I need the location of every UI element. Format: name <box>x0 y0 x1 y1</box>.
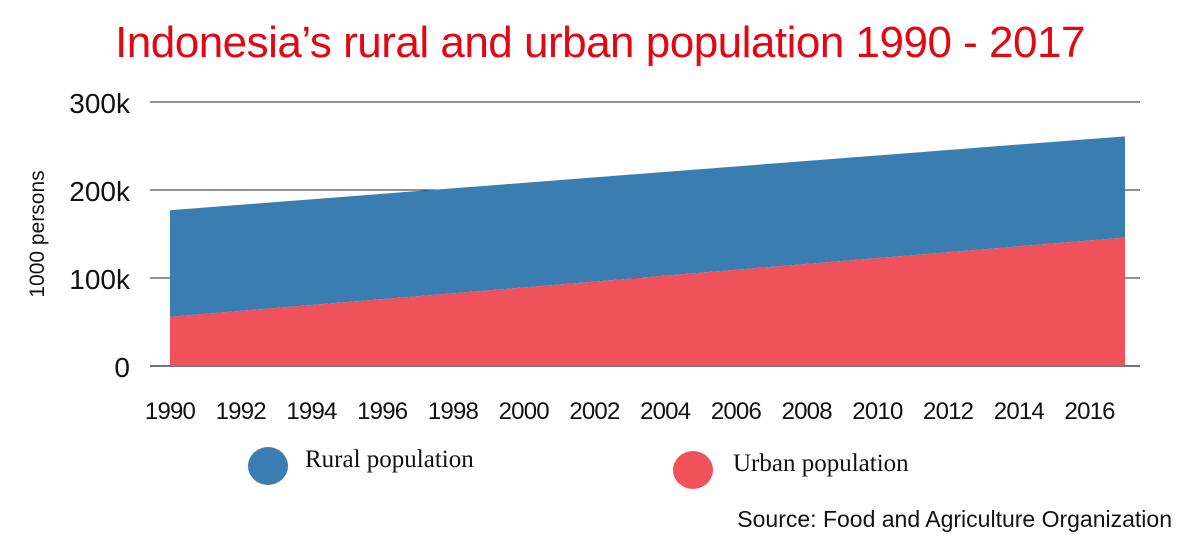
x-tick-label: 2006 <box>711 398 762 425</box>
x-tick-label: 2000 <box>499 398 550 425</box>
x-tick-label: 2016 <box>1065 398 1116 425</box>
chart-title: Indonesia’s rural and urban population 1… <box>115 18 1085 67</box>
y-tick-label: 200k <box>69 176 131 207</box>
x-tick-label: 2008 <box>782 398 833 425</box>
x-tick-label: 1996 <box>357 398 408 425</box>
source-note: Source: Food and Agriculture Organizatio… <box>737 506 1172 532</box>
y-axis-label: 1000 persons <box>26 170 49 297</box>
y-tick-label: 300k <box>69 88 131 119</box>
x-tick-label: 1992 <box>216 398 267 425</box>
legend-swatch <box>248 447 288 485</box>
legend-label: Urban population <box>733 450 909 477</box>
y-tick-label: 0 <box>114 352 130 383</box>
legend-swatch <box>673 451 713 489</box>
x-tick-label: 1998 <box>428 398 479 425</box>
x-tick-label: 1994 <box>286 398 337 425</box>
x-tick-label: 2010 <box>852 398 903 425</box>
series-area-rural-population <box>170 136 1125 317</box>
series-area-urban-population <box>170 237 1125 366</box>
x-tick-label: 2014 <box>994 398 1045 425</box>
legend-label: Rural population <box>305 446 474 473</box>
x-tick-label: 2004 <box>640 398 691 425</box>
x-tick-label: 1990 <box>145 398 196 425</box>
x-tick-label: 2002 <box>569 398 620 425</box>
y-tick-label: 100k <box>69 264 131 295</box>
x-tick-label: 2012 <box>923 398 974 425</box>
